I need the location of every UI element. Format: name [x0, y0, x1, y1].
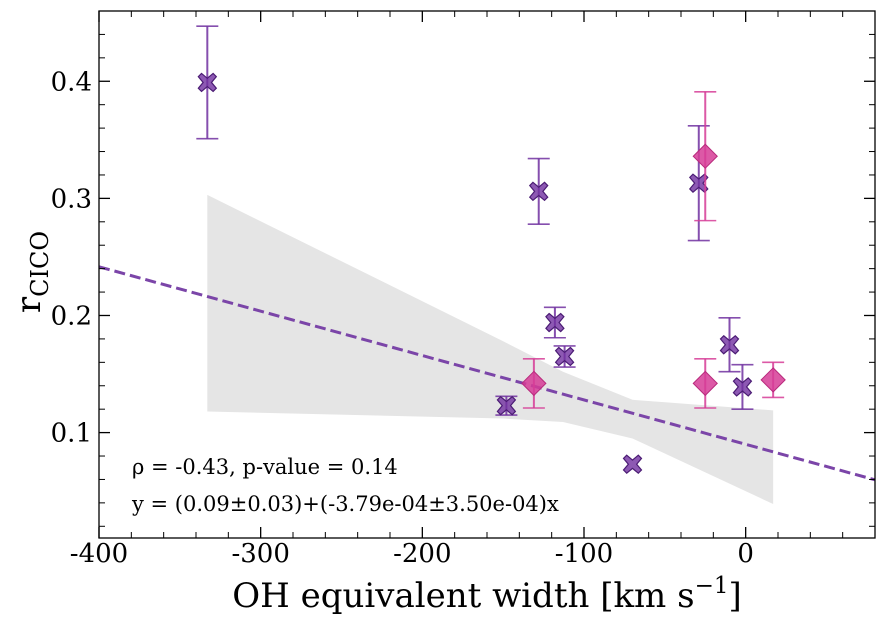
- purple-crosses-point: [731, 363, 754, 410]
- x-marker: [622, 454, 643, 475]
- x-marker: [197, 72, 218, 93]
- fit-line: [98, 265, 876, 482]
- purple-crosses-point: [543, 306, 566, 339]
- x-marker: [554, 346, 575, 367]
- pink-diamonds-point: [692, 91, 718, 222]
- confidence-band-layer: [207, 194, 774, 505]
- purple-crosses-point: [495, 395, 518, 416]
- purple-crosses-point: [718, 317, 741, 373]
- diamond-marker: [692, 143, 718, 169]
- x-axis-title-end: ]: [728, 576, 741, 616]
- y-tick-label: 0.2: [51, 301, 92, 331]
- x-tick-label: 0: [737, 539, 754, 569]
- fit-equation-annotation: y = (0.09±0.03)+(-3.79e-04±3.50e-04)x: [131, 492, 559, 516]
- x-tick-label: -400: [70, 539, 128, 569]
- correlation-annotation: ρ = -0.43, p-value = 0.14: [132, 455, 398, 479]
- y-tick-label: 0.1: [51, 419, 92, 449]
- confidence-band: [207, 194, 774, 505]
- diamond-marker: [760, 367, 786, 393]
- pink-diamonds-point: [760, 361, 786, 399]
- diamond-marker: [521, 370, 547, 397]
- data-points-layer: [196, 25, 786, 475]
- x-marker: [528, 181, 549, 202]
- x-tick-label: -100: [555, 539, 613, 569]
- x-marker: [732, 377, 753, 397]
- pink-diamonds-point: [521, 358, 547, 409]
- y-axis-title-sub: CICO: [26, 231, 54, 297]
- x-axis-title-main: OH equivalent width [km s: [232, 576, 694, 616]
- purple-crosses-point: [553, 345, 576, 368]
- y-tick-label: 0.4: [51, 67, 92, 97]
- purple-crosses-point: [527, 157, 550, 225]
- x-axis-title: OH equivalent width [km s−1]: [232, 573, 741, 616]
- x-marker: [496, 395, 517, 416]
- fit-line-layer: [98, 265, 876, 482]
- axis-ticks-layer: -400 -300 -200 -100 0 0.1 0.2 0.3 0.4: [51, 10, 876, 569]
- y-tick-label: 0.3: [51, 184, 92, 214]
- x-marker: [719, 334, 740, 355]
- purple-crosses-point: [196, 25, 219, 140]
- purple-crosses-point: [687, 124, 710, 242]
- x-marker: [545, 312, 565, 333]
- y-axis-title: rCICO: [9, 231, 54, 313]
- y-axis-title-main: r: [9, 296, 49, 313]
- purple-crosses-point: [622, 454, 643, 475]
- diamond-marker: [692, 370, 718, 397]
- x-tick-label: -200: [393, 539, 451, 569]
- pink-diamonds-point: [692, 358, 718, 409]
- x-axis-title-sup: −1: [695, 573, 729, 599]
- x-tick-label: -300: [231, 539, 289, 569]
